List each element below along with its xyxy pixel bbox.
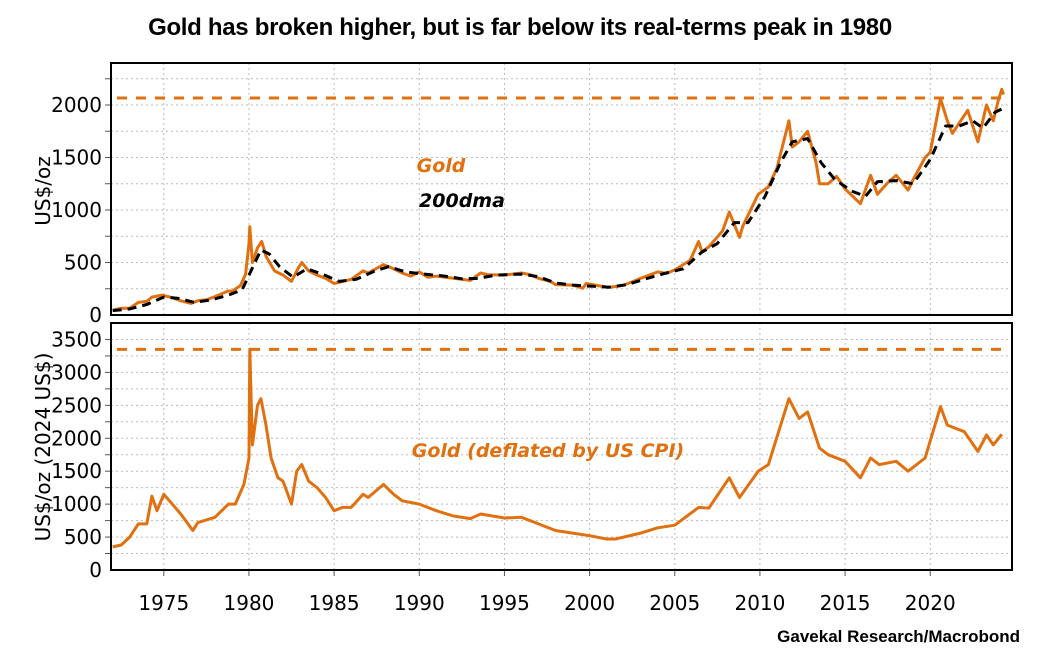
y-tick-label: 1000 (51, 492, 102, 516)
x-tick-label: 2005 (649, 591, 700, 615)
y-tick-label: 1500 (51, 459, 102, 483)
series-line-gold-deflated-by-us-cpi- (112, 347, 1003, 549)
y-axis-label-top: US$/oz (31, 156, 55, 226)
y-tick-label: 3000 (51, 360, 102, 384)
y-axis-label-bottom: US$/oz (2024 US$) (31, 353, 55, 542)
x-tick-label: 1980 (224, 591, 275, 615)
y-tick-label: 0 (89, 558, 102, 582)
chart-title: Gold has broken higher, but is far below… (148, 14, 892, 41)
x-tick-label: 2015 (820, 591, 871, 615)
y-tick-label: 2500 (51, 393, 102, 417)
x-tick-label: 2010 (734, 591, 785, 615)
x-tick-label: 2000 (564, 591, 615, 615)
y-tick-label: 2000 (51, 426, 102, 450)
annotation-gold: Gold (417, 155, 466, 177)
real-panel: 0 500 1000 1500 2000 2500 3000 3500 1975 1980 1985… (51, 322, 1013, 615)
y-tick-label: 2000 (51, 93, 102, 117)
y-tick-label: 3500 (51, 327, 102, 351)
series-line-200dma (112, 106, 1005, 313)
nominal-panel: 0 500 1000 1500 2000 (51, 62, 1013, 327)
x-tick-label: 2020 (905, 591, 956, 615)
annotation-200dma: 200dma (419, 190, 505, 212)
x-tick-label: 1985 (309, 591, 360, 615)
x-tick-label: 1995 (479, 591, 530, 615)
y-tick-label: 1000 (51, 198, 102, 222)
annotation-gold-deflated: Gold (deflated by US CPI) (412, 440, 684, 462)
y-tick-label: 1500 (51, 146, 102, 170)
plot-frame (110, 322, 1013, 571)
plot-frame (110, 62, 1013, 316)
x-tick-label: 1975 (138, 591, 189, 615)
series-line-gold (112, 87, 1005, 312)
y-tick-label: 0 (89, 303, 102, 327)
y-tick-label: 500 (64, 525, 102, 549)
source-credit: Gavekal Research/Macrobond (777, 627, 1020, 646)
y-tick-label: 500 (64, 251, 102, 275)
x-tick-label: 1990 (394, 591, 445, 615)
